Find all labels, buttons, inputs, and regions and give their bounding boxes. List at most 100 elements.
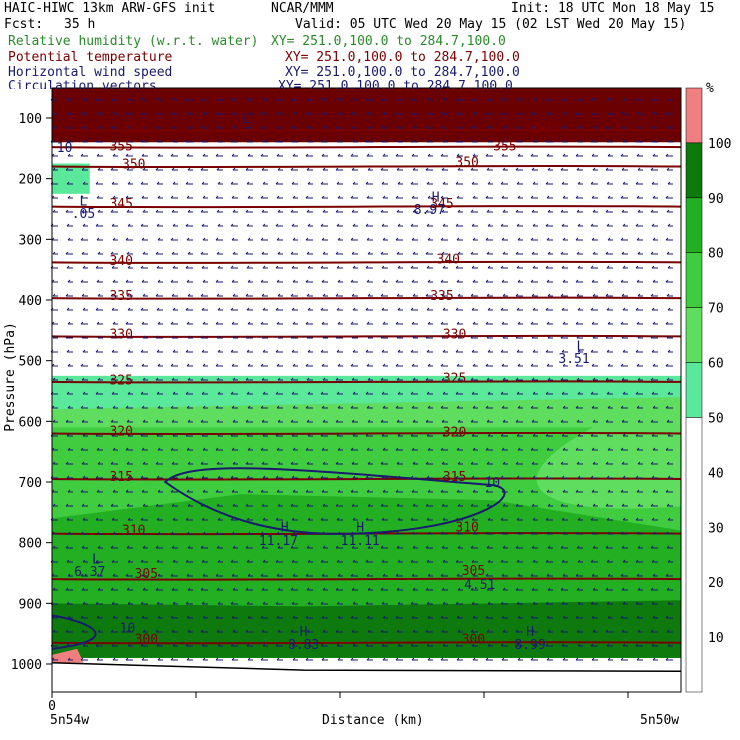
circulation-vector (530, 195, 534, 199)
circulation-vector (395, 447, 399, 451)
wind-label: 6.37 (74, 565, 105, 580)
circulation-vector (66, 643, 70, 647)
circulation-vector (140, 139, 144, 143)
circulation-vector (156, 391, 160, 395)
circulation-vector (336, 349, 340, 353)
circulation-vector (246, 601, 250, 605)
circulation-vector (67, 195, 71, 199)
circulation-vector (472, 111, 476, 115)
circulation-vector (395, 531, 399, 535)
circulation-vector (112, 573, 116, 577)
circulation-vector (80, 447, 84, 451)
circulation-vector (561, 559, 565, 563)
circulation-vector (82, 643, 86, 647)
circulation-vector (215, 657, 219, 661)
circulation-vector (397, 307, 401, 311)
circulation-vector (335, 167, 339, 171)
circulation-vector (485, 531, 489, 535)
circulation-vector (487, 601, 491, 605)
circulation-vector (546, 111, 550, 115)
circulation-vector (337, 195, 341, 199)
wind-label: L (576, 340, 584, 355)
circulation-vector (81, 503, 85, 507)
circulation-vector (607, 489, 611, 493)
circulation-vector (620, 447, 624, 451)
circulation-vector (622, 265, 626, 269)
circulation-vector (561, 265, 565, 269)
circulation-vector (665, 279, 669, 283)
circulation-vector (366, 363, 370, 367)
circulation-vector (636, 111, 640, 115)
circulation-vector (322, 629, 326, 633)
circulation-vector (187, 503, 191, 507)
circulation-vector (305, 363, 309, 367)
circulation-vector (592, 587, 596, 591)
circulation-vector (337, 279, 341, 283)
circulation-vector (365, 223, 369, 227)
circulation-vector (441, 167, 445, 171)
circulation-vector (245, 587, 249, 591)
circulation-vector (650, 629, 654, 633)
circulation-vector (142, 629, 146, 633)
circulation-vector (230, 223, 234, 227)
circulation-vector (500, 643, 504, 647)
circulation-vector (575, 111, 579, 115)
circulation-vector (637, 377, 641, 381)
circulation-vector (260, 279, 264, 283)
circulation-vector (186, 111, 190, 115)
circulation-vector (666, 251, 670, 255)
circulation-vector (470, 293, 474, 297)
circulation-vector (486, 167, 490, 171)
circulation-vector (650, 587, 654, 591)
circulation-vector (367, 335, 371, 339)
circulation-vector (172, 139, 176, 143)
circulation-vector (305, 153, 309, 157)
circulation-vector (111, 139, 115, 143)
circulation-vector (667, 391, 671, 395)
circulation-vector (306, 335, 310, 339)
circulation-vector (456, 615, 460, 619)
circulation-vector (410, 181, 414, 185)
circulation-vector (186, 363, 190, 367)
circulation-vector (470, 335, 474, 339)
circulation-vector (232, 209, 236, 213)
circulation-vector (440, 489, 444, 493)
circulation-vector (366, 321, 370, 325)
circulation-vector (202, 405, 206, 409)
circulation-vector (575, 615, 579, 619)
circulation-vector (95, 349, 99, 353)
circulation-vector (305, 531, 309, 535)
colorbar-tick-label: 80 (708, 247, 724, 262)
circulation-vector (380, 125, 384, 129)
circulation-vector (395, 573, 399, 577)
circulation-vector (80, 237, 84, 241)
circulation-vector (290, 377, 294, 381)
circulation-vector (127, 223, 131, 227)
circulation-vector (215, 489, 219, 493)
circulation-vector (652, 321, 656, 325)
circulation-vector (67, 279, 71, 283)
y-tick-label: 700 (19, 476, 42, 491)
circulation-vector (337, 321, 341, 325)
circulation-vector (517, 111, 521, 115)
circulation-vector (637, 545, 641, 549)
circulation-vector (187, 251, 191, 255)
circulation-vector (215, 237, 219, 241)
circulation-vector (262, 265, 266, 269)
theta-label: 335 (109, 289, 132, 304)
circulation-vector (306, 167, 310, 171)
circulation-vector (577, 391, 581, 395)
circulation-vector (381, 601, 385, 605)
circulation-vector (530, 531, 534, 535)
circulation-vector (141, 447, 145, 451)
circulation-vector (65, 167, 69, 171)
circulation-vector (246, 97, 250, 101)
circulation-vector (457, 167, 461, 171)
circulation-vector (202, 573, 206, 577)
circulation-vector (442, 475, 446, 479)
circulation-vector (471, 517, 475, 521)
circulation-vector (411, 489, 415, 493)
circulation-vector (412, 629, 416, 633)
circulation-vector (471, 349, 475, 353)
circulation-vector (457, 419, 461, 423)
